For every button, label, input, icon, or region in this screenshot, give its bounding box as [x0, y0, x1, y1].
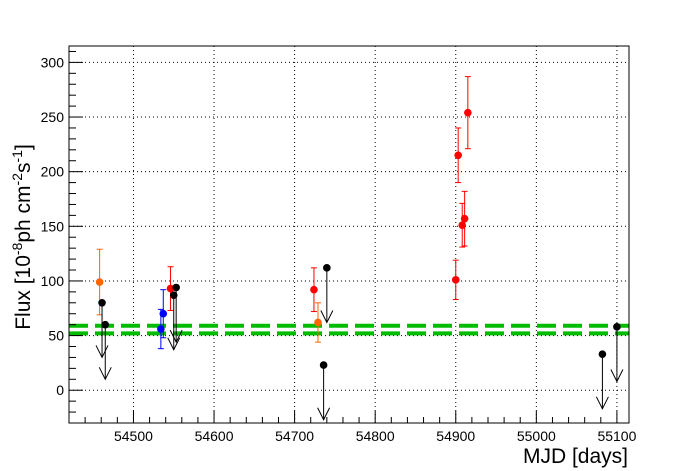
axis-ticks — [68, 50, 618, 424]
data-point — [454, 151, 462, 160]
x-tick-label: 55000 — [517, 428, 556, 444]
data-point — [159, 309, 168, 318]
x-tick-label: 54800 — [356, 428, 395, 444]
data-point — [169, 291, 178, 299]
y-tick-label: 50 — [48, 328, 64, 344]
x-tick-label: 54600 — [195, 428, 234, 444]
data-point — [157, 325, 165, 333]
data-point — [464, 108, 472, 117]
y-tick-label: 100 — [41, 273, 65, 289]
data-point — [172, 283, 180, 292]
data-point — [598, 350, 607, 358]
x-axis-title: MJD [days] — [523, 445, 628, 468]
data-point — [101, 320, 110, 329]
y-tick-label: 0 — [56, 382, 64, 398]
upper-limit-arrowhead — [95, 345, 109, 359]
upper-limit-arrowhead — [167, 337, 181, 351]
upper-limit-arrowhead — [317, 407, 331, 421]
grid — [69, 46, 629, 423]
data-point — [314, 318, 322, 327]
y-axis-title: Flux [10-8ph cm-2s-1] — [9, 144, 35, 330]
upper-limit-arrowhead — [610, 369, 624, 383]
x-tick-label: 54700 — [275, 428, 314, 444]
plot-frame — [68, 45, 630, 424]
data-point — [323, 264, 331, 272]
data-point — [613, 323, 621, 331]
y-tick-label: 300 — [41, 54, 65, 70]
data-point — [166, 284, 175, 293]
upper-limit-arrowhead — [595, 396, 609, 410]
data-points — [95, 76, 624, 421]
x-tick-label: 54500 — [114, 428, 153, 444]
upper-limit-arrowhead — [320, 310, 334, 324]
data-point — [458, 221, 467, 230]
x-tick-label: 54900 — [436, 428, 475, 444]
data-point — [451, 276, 460, 284]
data-point — [310, 285, 318, 294]
data-point — [95, 278, 104, 286]
tick-labels: 54500 54600 54700 54800 54900 55000 55100 0 50 10… — [41, 54, 637, 444]
x-tick-label: 55100 — [597, 428, 636, 444]
data-point — [98, 298, 106, 307]
y-tick-label: 250 — [41, 109, 65, 125]
upper-limit-arrowhead — [98, 367, 112, 381]
data-point — [319, 361, 328, 369]
upper-limit-arrowhead — [169, 329, 183, 344]
y-tick-label: 200 — [41, 164, 65, 180]
data-point — [460, 214, 469, 223]
y-tick-label: 150 — [41, 218, 65, 234]
